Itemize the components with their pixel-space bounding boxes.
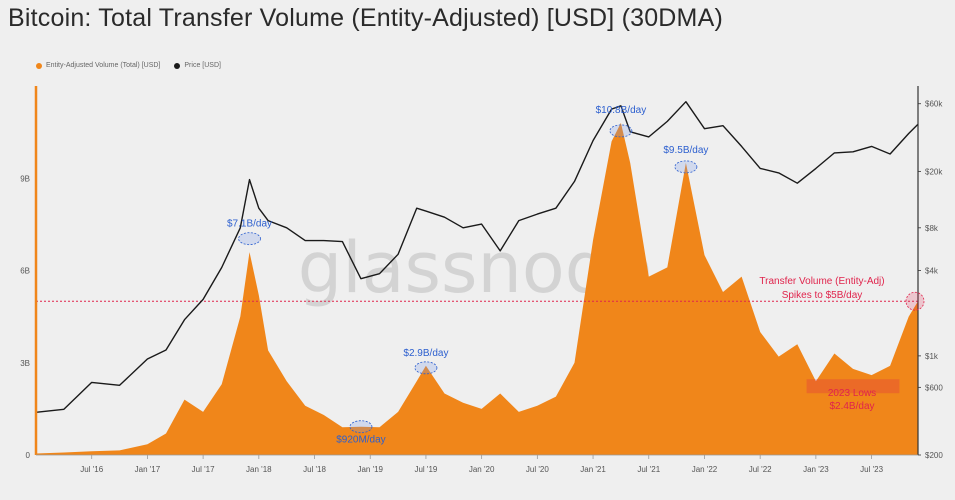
legend-swatch-volume [36,62,42,69]
y-right-tick-4: $8k [925,224,939,233]
y-left-tick-1: 3B [20,359,30,368]
legend-label-volume: Entity-Adjusted Volume (Total) [USD] [46,62,161,69]
x-tick-13: Jan '23 [803,465,829,474]
x-tick-4: Jul '18 [303,465,326,474]
annotation-label-0: $7.1B/day [227,219,272,230]
x-tick-11: Jan '22 [692,465,718,474]
x-tick-9: Jan '21 [580,465,606,474]
volume-series [35,122,919,456]
x-tick-2: Jul '17 [192,465,215,474]
volume-area [36,122,918,456]
annotation-marker-3 [609,124,633,138]
annotation-label-4: $9.5B/day [663,145,708,156]
annotation-marker-4 [674,160,698,174]
x-tick-7: Jan '20 [469,465,495,474]
legend-item-volume[interactable]: Entity-Adjusted Volume (Total) [USD] [36,62,160,69]
x-tick-14: Jul '23 [860,465,883,474]
threshold-label-line1: Transfer Volume (Entity-Adj) [759,276,884,287]
lows-band [806,379,900,394]
annotations: $7.1B/day $920M/day $2.9B/day $10.8B/day $9.… [227,105,925,446]
x-tick-12: Jul '22 [749,465,772,474]
chart-legend: Entity-Adjusted Volume (Total) [USD] Pri… [36,62,221,69]
x-tick-10: Jul '21 [637,465,660,474]
legend-item-price[interactable]: Price [USD] [174,62,221,69]
threshold-marker [905,291,925,311]
threshold-label-line2: Spikes to $5B/day [782,290,863,301]
annotation-label-3: $10.8B/day [596,105,647,116]
x-tick-3: Jan '18 [246,465,272,474]
lows-label-line1: 2023 Lows [828,388,876,399]
price-line [35,101,919,413]
axes: 0 3B 6B 9B $200 $600 $1k $4k $8k $20k $60k Jul '16 J… [20,86,943,474]
legend-swatch-price [174,62,181,69]
y-right-tick-1: $600 [925,383,943,392]
y-right-tick-0: $200 [925,451,943,460]
y-right-tick-3: $4k [925,267,939,276]
y-right-tick-6: $60k [925,100,943,109]
annotation-label-2: $2.9B/day [403,348,448,359]
x-tick-5: Jan '19 [357,465,383,474]
annotation-marker-0 [238,232,261,246]
x-tick-1: Jan '17 [135,465,161,474]
y-left-tick-0: 0 [26,451,31,460]
chart-title: Bitcoin: Total Transfer Volume (Entity-A… [8,4,723,32]
annotation-marker-1 [349,420,373,434]
y-right-tick-5: $20k [925,167,943,176]
annotation-label-1: $920M/day [336,435,385,446]
annotation-marker-2 [414,361,438,375]
x-tick-6: Jul '19 [414,465,437,474]
y-left-tick-2: 6B [20,267,30,276]
x-tick-0: Jul '16 [80,465,103,474]
y-right-tick-2: $1k [925,352,939,361]
lows-label-line2: $2.4B/day [829,401,874,412]
x-tick-8: Jul '20 [526,465,549,474]
legend-label-price: Price [USD] [184,62,221,69]
y-left-tick-3: 9B [20,174,30,183]
price-series [35,101,919,413]
